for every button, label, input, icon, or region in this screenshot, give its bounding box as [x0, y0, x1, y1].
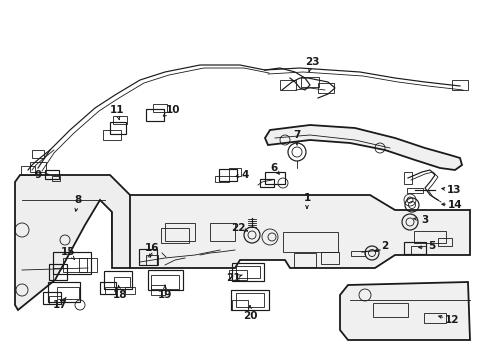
Text: 15: 15	[61, 247, 75, 257]
Bar	[161, 228, 189, 243]
Bar	[406, 188, 422, 193]
Text: 7: 7	[293, 130, 300, 140]
Bar	[32, 150, 44, 158]
Bar	[103, 130, 121, 140]
Bar	[52, 175, 60, 180]
Bar	[403, 172, 411, 184]
Bar	[49, 264, 67, 280]
Bar	[147, 270, 182, 290]
Bar	[228, 270, 246, 280]
Bar	[146, 109, 163, 121]
Bar	[164, 223, 195, 241]
Polygon shape	[264, 125, 461, 170]
Bar	[114, 277, 130, 287]
Text: 5: 5	[427, 241, 435, 251]
Bar	[231, 263, 264, 281]
Bar	[53, 268, 67, 280]
Bar	[372, 303, 407, 317]
Text: 4: 4	[241, 170, 248, 180]
Text: 16: 16	[144, 243, 159, 253]
Bar	[280, 80, 295, 90]
Bar	[437, 238, 451, 246]
Text: 22: 22	[230, 223, 245, 233]
Text: 6: 6	[270, 163, 277, 173]
Bar	[100, 282, 116, 294]
Bar	[215, 176, 228, 182]
Bar	[409, 246, 425, 254]
Bar	[30, 162, 46, 172]
Bar	[146, 255, 158, 265]
Bar	[260, 179, 273, 187]
Bar	[43, 292, 61, 304]
Bar	[451, 80, 467, 90]
Bar	[153, 104, 167, 112]
Text: 9: 9	[34, 170, 41, 180]
Bar	[230, 290, 268, 310]
Bar	[231, 300, 247, 310]
Bar	[79, 258, 97, 272]
Text: 12: 12	[444, 315, 458, 325]
Bar	[48, 282, 80, 302]
Bar	[264, 172, 285, 184]
Bar	[57, 287, 79, 299]
Text: 10: 10	[165, 105, 180, 115]
Bar	[209, 223, 234, 241]
Bar	[219, 169, 237, 181]
Bar	[139, 249, 157, 265]
Bar	[21, 166, 35, 175]
Bar	[350, 251, 364, 256]
Bar	[110, 122, 126, 134]
Bar	[403, 242, 425, 254]
Bar	[282, 232, 337, 252]
Bar	[301, 77, 318, 87]
Bar	[53, 252, 91, 274]
Bar	[151, 275, 179, 289]
Text: 3: 3	[421, 215, 428, 225]
Text: 14: 14	[447, 200, 461, 210]
Bar	[45, 170, 59, 179]
Bar	[423, 313, 445, 323]
Text: 19: 19	[158, 290, 172, 300]
Bar	[125, 287, 135, 293]
Text: 17: 17	[53, 300, 67, 310]
Bar	[317, 83, 333, 93]
Text: 8: 8	[74, 195, 81, 205]
Bar	[49, 296, 61, 304]
Text: 13: 13	[446, 185, 460, 195]
Text: 21: 21	[225, 273, 240, 283]
Polygon shape	[339, 282, 469, 340]
Bar	[105, 287, 115, 293]
Text: 18: 18	[113, 290, 127, 300]
Bar	[293, 253, 315, 267]
Bar	[151, 285, 164, 295]
Text: 2: 2	[381, 241, 388, 251]
Bar	[113, 116, 127, 124]
Bar	[104, 271, 132, 289]
Bar	[63, 258, 87, 272]
Bar	[236, 293, 264, 307]
Bar	[413, 231, 445, 243]
Bar	[320, 252, 338, 264]
Text: 1: 1	[303, 193, 310, 203]
Polygon shape	[112, 195, 469, 268]
Polygon shape	[15, 175, 130, 310]
Text: 11: 11	[109, 105, 124, 115]
Text: 23: 23	[304, 57, 319, 67]
Bar	[228, 168, 241, 176]
Bar	[236, 266, 260, 278]
Text: 20: 20	[242, 311, 257, 321]
